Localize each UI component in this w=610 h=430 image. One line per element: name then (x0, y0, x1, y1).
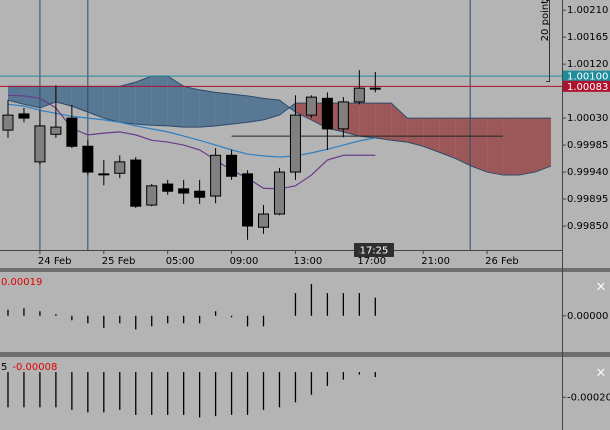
candle-body (2, 114, 14, 131)
candle-body (98, 173, 110, 176)
x-tick-label: 09:00 (230, 256, 259, 267)
crosshair-box (354, 243, 394, 257)
annotation: 20 points (540, 0, 551, 41)
cloud-segment (423, 118, 440, 153)
x-tick-label: 25 Feb (102, 256, 136, 267)
candle-body (321, 97, 333, 130)
y-tick-label: 0.99985 (567, 140, 608, 151)
x-tick-label: 24 Feb (38, 256, 72, 267)
price-level-tag (563, 80, 610, 92)
y-tick-label: 1.00165 (567, 32, 608, 43)
cloud-segment (535, 118, 551, 173)
cloud-segment (407, 118, 424, 147)
cloud-segment (391, 103, 408, 143)
price-level-label: 1.00100 (567, 72, 608, 83)
indicator-value: 0.00019 (1, 277, 42, 288)
candle-body (130, 159, 142, 207)
x-tick-label: 17:00 (357, 256, 386, 267)
candle-body (337, 101, 349, 130)
close-panel-button[interactable]: × (596, 366, 607, 381)
y-tick-label: 0.99850 (567, 221, 608, 232)
panel-separator (0, 268, 610, 272)
indicator-value: -0.00008 (12, 362, 57, 373)
cloud-segment (119, 82, 136, 125)
candle-body (146, 185, 158, 206)
x-tick-label: 26 Feb (485, 256, 519, 267)
candle-body (34, 125, 46, 163)
cloud-edge (7, 99, 551, 128)
cloud-segment (279, 100, 296, 116)
cloud-segment (359, 103, 376, 138)
price-level-tag (563, 70, 610, 82)
indicator-value: 5 (1, 362, 7, 373)
candle-body (82, 145, 94, 173)
cloud-segment (183, 86, 200, 128)
price-level-label: 1.00083 (567, 82, 608, 93)
x-tick-label: 05:00 (166, 256, 195, 267)
y-tick-label: -0.00020 (567, 392, 610, 403)
candle-body (194, 190, 206, 198)
cloud-segment (71, 86, 88, 113)
cloud-segment (439, 118, 456, 159)
y-tick-label: 1.00030 (567, 113, 608, 124)
y-tick-label: 0.99895 (567, 194, 608, 205)
cloud-segment (199, 89, 216, 128)
cloud-segment (87, 86, 104, 119)
y-tick-label: 0.99940 (567, 167, 608, 178)
candle-body (210, 154, 222, 197)
candle-body (162, 183, 174, 192)
candle-body (18, 113, 30, 119)
candle-body (114, 161, 126, 174)
close-panel-button[interactable]: × (596, 280, 607, 295)
cloud-segment (503, 118, 520, 176)
cloud-segment (215, 92, 232, 126)
cloud-segment (135, 76, 152, 126)
candle-body (66, 117, 78, 147)
candle-body (305, 96, 317, 116)
candle-body (369, 87, 381, 90)
cloud-segment (455, 118, 472, 167)
cloud-segment (151, 76, 168, 126)
cloud-segment (231, 94, 248, 125)
candle-body (289, 114, 301, 173)
x-tick-label: 13:00 (293, 256, 322, 267)
plot (0, 0, 562, 418)
cloud-segment (103, 86, 120, 123)
annotation-bracket (546, 0, 550, 82)
cloud-segment (375, 103, 392, 141)
cloud-segment (39, 86, 56, 108)
cloud-segment (519, 118, 536, 176)
cloud-segment (55, 86, 72, 107)
cloud-segment (471, 118, 488, 173)
candle-body (50, 126, 62, 135)
cloud-segment (247, 95, 264, 123)
x-tick-label: 21:00 (421, 256, 450, 267)
cloud-segment (487, 118, 504, 176)
panel-separator (0, 352, 610, 357)
candle-body (242, 173, 254, 227)
candle-body (353, 87, 365, 103)
cloud-segment (263, 98, 280, 120)
candle-body (258, 213, 270, 228)
cloud-segment (167, 76, 184, 128)
y-tick-label: 1.00210 (567, 5, 608, 16)
candle-body (226, 154, 238, 177)
y-tick-label: 0.00000 (567, 311, 608, 322)
indicator-line (7, 103, 376, 158)
candle-body (273, 171, 285, 215)
crosshair-label: 17:25 (360, 246, 389, 257)
candle-body (178, 188, 190, 194)
y-tick-label: 1.00120 (567, 59, 608, 70)
